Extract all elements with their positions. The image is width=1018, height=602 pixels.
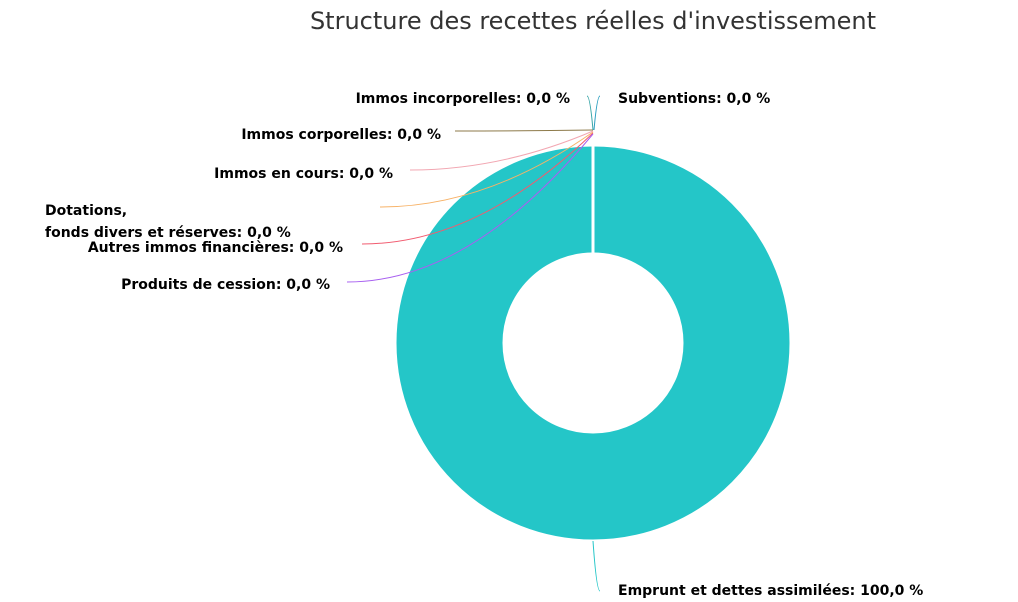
connector (361, 132, 594, 245)
data-label: Immos corporelles: 0,0 % (241, 127, 441, 143)
data-label: Immos en cours: 0,0 % (214, 166, 393, 182)
data-label: Dotations, fonds divers et réserves: 0,0 … (45, 203, 291, 241)
data-label: Produits de cession: 0,0 % (121, 277, 330, 293)
connector (593, 95, 601, 131)
data-label: Subventions: 0,0 % (618, 91, 770, 107)
data-label: Emprunt et dettes assimilées: 100,0 % (618, 583, 923, 599)
data-label: Autres immos financières: 0,0 % (88, 240, 343, 256)
chart-title: Structure des recettes réelles d'investi… (310, 7, 876, 35)
connector (586, 95, 594, 131)
connector (592, 540, 601, 592)
connector (409, 130, 594, 171)
slice (395, 145, 791, 541)
connector (346, 133, 594, 283)
connector (454, 129, 594, 132)
data-label: Immos incorporelles: 0,0 % (356, 91, 570, 107)
connector (379, 131, 594, 208)
